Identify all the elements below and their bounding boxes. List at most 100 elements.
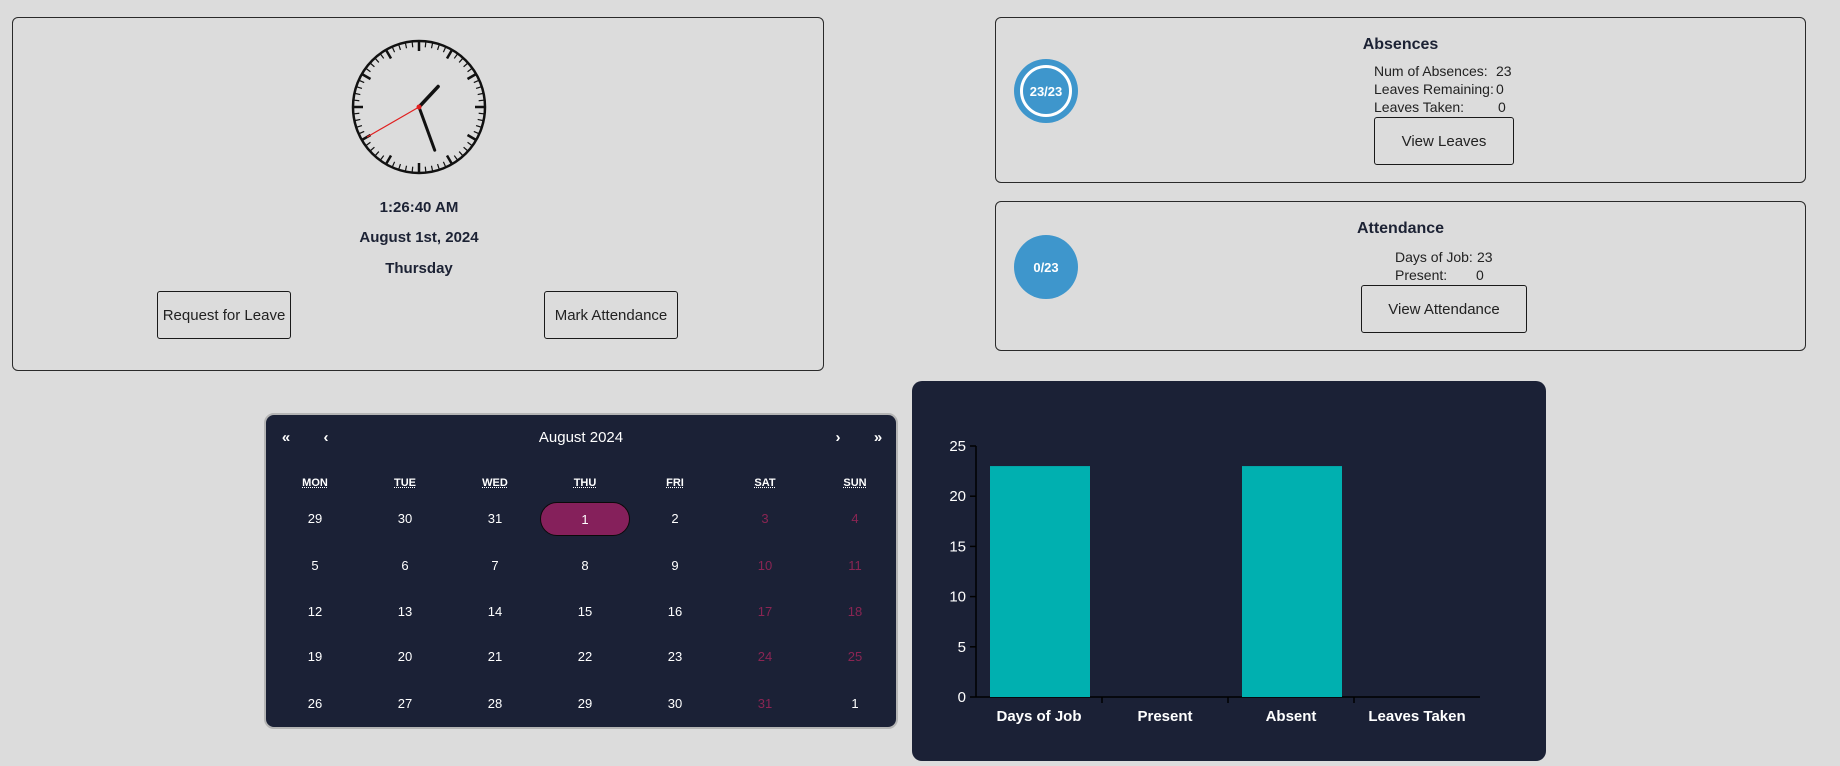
calendar-day[interactable]: 14: [487, 604, 503, 619]
clock-hour-tick: [385, 50, 393, 60]
calendar-day[interactable]: 19: [307, 649, 323, 664]
weekday-header-wed: WED: [482, 477, 508, 489]
calendar-day[interactable]: 17: [757, 604, 773, 619]
calendar-day[interactable]: 5: [311, 558, 319, 573]
clock-minute-tick: [359, 130, 365, 134]
calendar-day[interactable]: 27: [397, 696, 413, 711]
clock-minute-tick: [473, 130, 479, 134]
num-absences-label: Num of Absences:: [1374, 63, 1488, 79]
clock-minute-tick: [354, 99, 360, 102]
clock-ticks: [354, 42, 484, 172]
bar-chart: 0 5 10 15 20 25 Days of Job Present Absent Leaves…: [949, 438, 1480, 725]
clock-minute-tick: [424, 42, 427, 48]
calendar-day[interactable]: 22: [577, 649, 593, 664]
clock-date: August 1st, 2024: [359, 229, 479, 246]
prev-month-button[interactable]: ‹: [323, 429, 329, 446]
calendar-day[interactable]: 29: [577, 696, 593, 711]
clock-minute-tick: [380, 155, 385, 160]
clock-minute-tick: [398, 44, 402, 51]
request-leave-button[interactable]: Request for Leave: [157, 291, 291, 339]
clock-hour-tick: [385, 154, 393, 164]
calendar-day[interactable]: 8: [581, 558, 589, 573]
calendar-day[interactable]: 9: [671, 558, 679, 573]
weekday-header-sun: SUN: [843, 477, 867, 489]
calendar-day[interactable]: 3: [761, 511, 769, 526]
clock-weekday: Thursday: [385, 260, 453, 277]
calendar-day[interactable]: 29: [307, 511, 323, 526]
calendar-day[interactable]: 28: [487, 696, 503, 711]
clock-minute-tick: [411, 42, 414, 48]
clock-hour-tick: [445, 154, 453, 164]
x-tick-label: Present: [1137, 708, 1192, 725]
clock-minute-tick: [463, 63, 468, 68]
clock-minute-tick: [436, 163, 440, 170]
clock-minute-tick: [458, 58, 463, 63]
prev-year-button[interactable]: «: [281, 429, 291, 446]
weekday-header-thu: THU: [573, 477, 597, 489]
calendar-day[interactable]: 13: [397, 604, 413, 619]
clock-minute-tick: [473, 80, 479, 84]
hour-hand: [417, 84, 440, 109]
calendar-day[interactable]: 25: [847, 649, 863, 664]
clock-minute-tick: [404, 165, 408, 171]
mark-attendance-button[interactable]: Mark Attendance: [544, 291, 678, 339]
clock-hour-tick: [466, 133, 476, 141]
calendar-day[interactable]: 31: [487, 511, 503, 526]
calendar-day[interactable]: 11: [848, 558, 862, 573]
x-tick-label: Leaves Taken: [1368, 708, 1465, 725]
calendar-day[interactable]: 2: [671, 511, 679, 526]
calendar-day[interactable]: 10: [757, 558, 773, 573]
calendar-day[interactable]: 30: [667, 696, 683, 711]
clock-minute-tick: [424, 166, 427, 172]
leaves-remaining-label: Leaves Remaining:: [1374, 81, 1494, 97]
calendar-day[interactable]: 7: [491, 558, 499, 573]
calendar: « ‹ August 2024 › » MON TUE WED THU FRI SAT SU…: [264, 413, 898, 729]
next-month-button[interactable]: ›: [835, 429, 841, 446]
view-attendance-button[interactable]: View Attendance: [1361, 285, 1527, 333]
leaves-remaining-value: 0: [1496, 81, 1504, 97]
calendar-day[interactable]: 18: [847, 604, 863, 619]
clock-minute-tick: [375, 151, 380, 156]
absences-progress-ring: 23/23: [1014, 59, 1078, 123]
leaves-taken-value: 0: [1498, 99, 1506, 115]
clock-minute-tick: [467, 141, 472, 146]
calendar-day[interactable]: 24: [757, 649, 773, 664]
clock-minute-tick: [366, 68, 371, 73]
analog-clock: [351, 39, 487, 175]
calendar-day[interactable]: 1: [540, 502, 630, 536]
clock-minute-tick: [380, 54, 385, 59]
bar-absent: [1242, 466, 1342, 697]
calendar-day[interactable]: 30: [397, 511, 413, 526]
clock-minute-tick: [458, 151, 463, 156]
present-value: 0: [1476, 267, 1484, 283]
clock-minute-tick: [430, 165, 434, 171]
clock-minute-tick: [355, 92, 361, 96]
y-tick-label: 25: [949, 438, 966, 455]
calendar-month-title[interactable]: August 2024: [538, 429, 624, 446]
calendar-day[interactable]: 4: [851, 511, 859, 526]
attendance-card: 0/23 Attendance Days of Job: 23 Present:…: [995, 201, 1806, 351]
weekday-header-fri: FRI: [666, 477, 684, 489]
calendar-day[interactable]: 26: [307, 696, 323, 711]
calendar-day[interactable]: 6: [401, 558, 409, 573]
calendar-day[interactable]: 31: [757, 696, 773, 711]
next-year-button[interactable]: »: [873, 429, 883, 446]
calendar-day[interactable]: 1: [851, 696, 859, 711]
view-leaves-button[interactable]: View Leaves: [1374, 117, 1514, 165]
chart-panel: 0 5 10 15 20 25 Days of Job Present Absent Leaves…: [912, 381, 1546, 761]
calendar-day[interactable]: 16: [667, 604, 683, 619]
calendar-day[interactable]: 21: [487, 649, 503, 664]
clock-minute-tick: [354, 112, 360, 115]
calendar-day[interactable]: 12: [307, 604, 323, 619]
bar-days-of-job: [990, 466, 1090, 697]
calendar-day[interactable]: 15: [577, 604, 593, 619]
calendar-day[interactable]: 20: [397, 649, 413, 664]
clock-minute-tick: [477, 118, 483, 122]
calendar-day[interactable]: 23: [667, 649, 683, 664]
clock-panel: 1:26:40 AM August 1st, 2024 Thursday Req…: [12, 17, 824, 371]
clock-minute-tick: [436, 44, 440, 51]
clock-minute-tick: [398, 163, 402, 170]
clock-minute-tick: [392, 161, 396, 167]
y-tick-label: 0: [958, 689, 966, 706]
clock-hour-tick: [466, 73, 476, 81]
